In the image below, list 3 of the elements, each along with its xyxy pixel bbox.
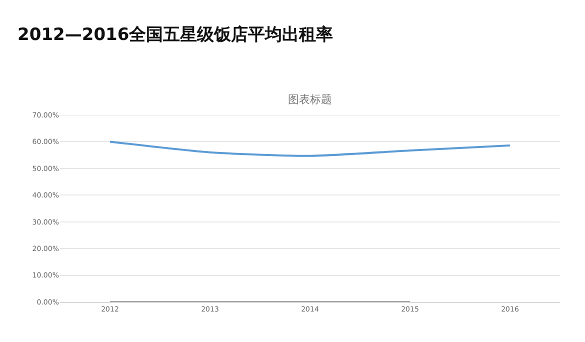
chart-title: 2012—2016全国五星级饭店平均出租率	[18, 25, 334, 46]
chart-subtitle: 图表标题	[288, 93, 332, 106]
line-series	[109, 140, 511, 157]
